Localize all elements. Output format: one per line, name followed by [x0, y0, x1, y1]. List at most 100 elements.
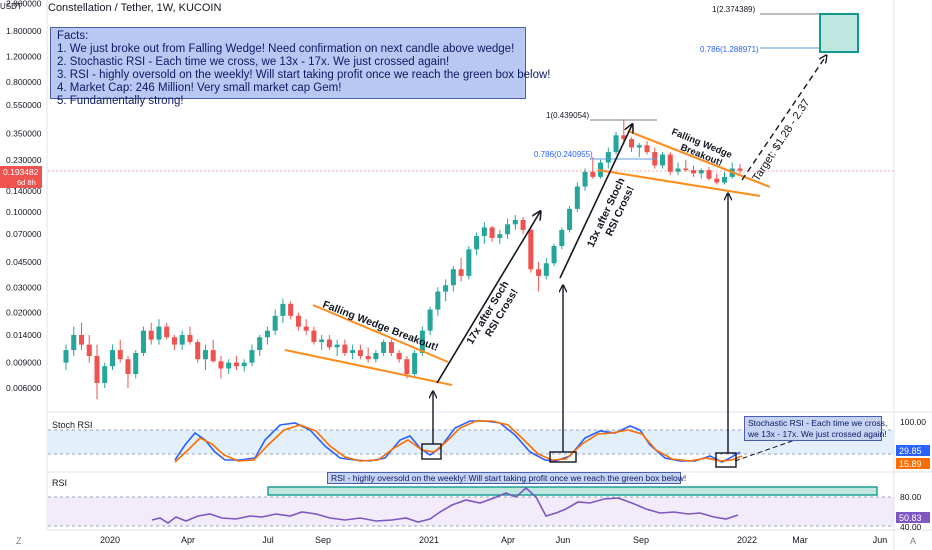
target-label: Target: $1.28 - 2.37	[750, 97, 812, 184]
candle-body	[536, 269, 542, 276]
candle-body	[125, 359, 131, 375]
candle-body	[629, 139, 635, 148]
time-tick-label: Sep	[315, 535, 331, 545]
zoom-icon[interactable]: Z	[16, 536, 22, 546]
target-box	[819, 13, 859, 53]
candle-body	[721, 176, 728, 183]
candle-body	[636, 145, 642, 148]
stoch-k-line	[174, 420, 741, 463]
candle-body	[613, 135, 619, 153]
stoch-d-value: 15.89	[899, 459, 922, 469]
rsi-title: RSI	[52, 478, 67, 488]
candle-body	[388, 342, 394, 353]
last-price-value: 0.193482	[3, 167, 39, 177]
candle-body	[427, 309, 433, 331]
time-axis: 2020 Apr Jul Sep 2021 Apr Jun Sep 2022 Mar Jun	[100, 535, 887, 545]
candle-body	[381, 342, 387, 353]
countdown-value: 6d 8h	[17, 178, 36, 187]
candle-body	[528, 229, 534, 270]
candle-body	[334, 344, 340, 348]
currency-label: USDT	[0, 2, 22, 11]
candle-body	[660, 154, 666, 166]
stoch-note: Stochastic RSI - Each time we cross, we …	[744, 416, 888, 441]
candle-body	[675, 168, 681, 172]
fib-1-786-label: 0.786(0.240955)	[534, 150, 593, 159]
price-tick-label: 1.200000	[6, 51, 42, 61]
candle-body	[171, 337, 177, 345]
candle-body	[326, 339, 332, 348]
candle-body	[543, 263, 549, 276]
price-tick-label: 0.070000	[6, 229, 42, 239]
stoch-note-line: we 13x - 17x. We just crossed again!	[748, 428, 887, 439]
wedge-2-upper	[627, 130, 771, 188]
stoch-k-tag	[896, 445, 930, 456]
time-tick-label: Sep	[633, 535, 649, 545]
target-arrow	[741, 56, 826, 181]
candle-body	[435, 291, 441, 310]
rsi-note: RSI - highly oversold on the weekly! Wil…	[327, 472, 686, 484]
wedge-1	[284, 304, 453, 386]
price-tick-label: 0.800000	[6, 77, 42, 87]
candle-body	[505, 224, 511, 235]
candle-body	[156, 326, 162, 340]
facts-line: 5. Fundamentally strong!	[57, 95, 184, 107]
candle-body	[443, 285, 449, 292]
candle-body	[590, 171, 596, 177]
stoch-title: Stoch RSI	[52, 420, 93, 430]
candle-body	[311, 330, 317, 343]
time-tick-label: Apr	[501, 535, 515, 545]
rally-arrow-1	[436, 212, 540, 384]
price-tick-label: 0.014000	[6, 330, 42, 340]
candle-body	[683, 168, 689, 171]
candle-body	[133, 352, 139, 375]
fib-2-top-label: 1(2.374389)	[712, 5, 755, 14]
auto-scale-icon[interactable]: A	[910, 536, 916, 546]
candle-body	[621, 135, 627, 140]
time-tick-label: Mar	[792, 535, 808, 545]
candle-body	[412, 352, 418, 375]
facts-line: 2. Stochastic RSI - Each time we cross, …	[57, 56, 450, 68]
price-tick-label: 0.020000	[6, 308, 42, 318]
candle-body	[574, 186, 580, 209]
stoch-cross-box-3	[715, 452, 737, 468]
candle-body	[706, 170, 712, 179]
time-tick-label: Jun	[556, 535, 571, 545]
rsi-target-box	[267, 486, 878, 496]
price-tick-label: 0.550000	[6, 100, 42, 110]
candle-body	[357, 350, 363, 357]
price-axis-ticks: 2.800000 1.800000 1.200000 0.800000 0.550000…	[6, 0, 42, 393]
price-tick-label: 0.030000	[6, 282, 42, 292]
candle-body	[644, 145, 650, 153]
candle-body	[419, 330, 425, 353]
candle-body	[512, 219, 518, 225]
fib-2: 1(2.374389) 0.786(1.288971)	[700, 5, 859, 54]
candle-body	[396, 352, 402, 360]
candle-body	[94, 356, 100, 383]
stoch-scale-top: 100.00	[900, 417, 926, 427]
symbol-title: Constellation / Tether, 1W, KUCOIN	[48, 2, 222, 14]
candle-body	[272, 315, 278, 331]
time-tick-label: 2022	[737, 535, 757, 545]
fib-1-top-label: 1(0.439054)	[546, 111, 589, 120]
wedge-2	[597, 130, 771, 197]
candle-body	[466, 249, 472, 276]
rally-arrow-2	[559, 125, 632, 279]
price-tick-label: 0.006000	[6, 383, 42, 393]
candle-body	[319, 339, 325, 343]
stoch-note-line: Stochastic RSI - Each time we cross,	[748, 418, 888, 428]
fib-1: 1(0.439054) 0.786(0.240955)	[534, 111, 657, 160]
rsi-level-40: 40.00	[900, 522, 922, 532]
price-tick-label: 1.800000	[6, 26, 42, 36]
facts-line: 4. Market Cap: 246 Million! Very small m…	[57, 82, 342, 94]
candle-body	[257, 337, 263, 351]
candle-body	[179, 334, 185, 345]
wedge-1-upper	[312, 304, 449, 363]
time-tick-label: 2021	[419, 535, 439, 545]
candle-body	[117, 350, 123, 360]
price-tick-label: 0.140000	[6, 186, 42, 196]
price-tick-label: 0.230000	[6, 155, 42, 165]
candle-body	[202, 350, 208, 360]
candle-body	[497, 234, 503, 238]
candles	[63, 119, 743, 400]
